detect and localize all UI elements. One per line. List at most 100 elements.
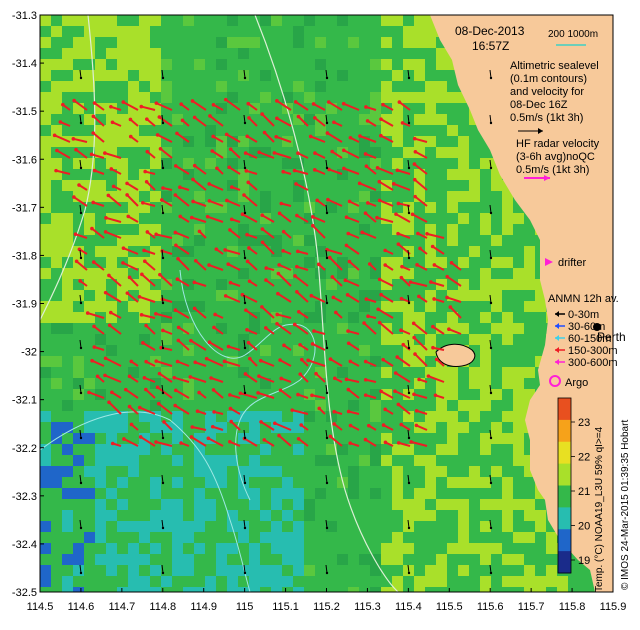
radar-arrow [381, 423, 394, 431]
radar-arrow [247, 116, 258, 127]
radar-arrow [125, 193, 139, 207]
radar-arrow [426, 374, 445, 383]
radar-arrow [178, 185, 190, 191]
lat-tick-label: -32.2 [12, 443, 37, 455]
radar-arrow [122, 437, 139, 447]
radar-arrow [342, 166, 360, 175]
lon-tick-label: 115.6 [477, 601, 504, 613]
radar-arrow [121, 246, 139, 255]
radar-arrow [306, 358, 326, 367]
radar-arrow [411, 321, 428, 335]
radar-arrow [55, 148, 71, 159]
radar-arrow [358, 134, 377, 143]
radar-arrow [260, 213, 275, 223]
radar-arrow [309, 293, 326, 303]
radar-arrow [158, 272, 173, 287]
radar-arrow [357, 181, 377, 191]
radar-arrow [110, 390, 122, 399]
radar-arrow [74, 147, 88, 159]
radar-arrow [137, 294, 156, 303]
radar-arrow [256, 391, 275, 399]
radar-arrow [72, 98, 88, 111]
radar-arrow [413, 352, 428, 367]
sealevel-arrow [489, 384, 493, 395]
radar-arrow [332, 422, 343, 431]
radar-arrow [226, 344, 241, 351]
radar-arrow [409, 440, 428, 447]
radar-arrow [206, 436, 224, 447]
isobath-1000m [254, 15, 399, 592]
radar-arrow [259, 420, 275, 431]
radar-arrow [191, 199, 207, 207]
radar-arrow [77, 183, 88, 191]
arrow-icon [555, 311, 565, 317]
colorbar-tick: 20 [578, 521, 590, 533]
radar-arrow [107, 323, 122, 335]
radar-arrow [229, 217, 241, 223]
radar-arrow [447, 327, 462, 335]
sealevel-arrow [79, 474, 83, 485]
radar-arrow [176, 325, 190, 335]
sealevel-contour [179, 269, 316, 501]
radar-arrow [129, 422, 139, 431]
sealevel-arrow [325, 114, 329, 125]
lon-tick-label: 115.9 [600, 601, 627, 613]
sealevel-arrow [79, 429, 83, 440]
sealevel-arrow [161, 249, 165, 260]
radar-arrow [363, 359, 377, 367]
radar-arrow [400, 264, 411, 271]
radar-arrow [364, 164, 377, 175]
radar-arrow [240, 212, 258, 223]
sealevel-arrow [161, 69, 165, 80]
radar-arrow [173, 308, 190, 319]
radar-arrow [399, 275, 411, 287]
radar-arrow [264, 278, 275, 287]
radar-arrow [363, 152, 377, 159]
sealevel-arrow [161, 474, 165, 485]
radar-arrow [140, 272, 156, 287]
radar-arrow [145, 117, 156, 127]
radar-arrow [245, 134, 258, 143]
radar-arrow [296, 392, 309, 399]
radar-arrow [178, 214, 190, 223]
radar-arrow [364, 105, 377, 111]
sealevel-arrow [489, 429, 493, 440]
radar-arrow [258, 358, 275, 367]
radar-arrow [414, 423, 428, 431]
radar-arrow [381, 102, 394, 111]
radar-arrow [208, 114, 224, 127]
radar-arrow [366, 201, 377, 207]
radar-arrow [326, 197, 343, 207]
sealevel-arrow [407, 204, 411, 215]
radar-arrow [381, 357, 394, 367]
radar-arrow [87, 390, 105, 399]
radar-arrow [326, 100, 343, 111]
isobath-200m [40, 15, 96, 321]
argo-legend: Argo [549, 375, 588, 389]
lat-tick-label: -31.3 [12, 10, 37, 22]
radar-arrow [296, 114, 309, 127]
radar-arrow [362, 321, 377, 335]
radar-arrow [103, 290, 122, 303]
radar-arrow [311, 102, 326, 111]
radar-arrow [248, 356, 258, 367]
radar-arrow [242, 193, 258, 207]
sealevel-arrow [243, 429, 247, 440]
radar-arrow [295, 213, 309, 223]
sealevel-arrow [161, 384, 165, 395]
radar-arrow [189, 338, 207, 351]
radar-arrow [363, 437, 377, 447]
radar-arrow [262, 438, 275, 447]
radar-arrow [92, 101, 105, 111]
radar-arrow [140, 200, 156, 207]
radar-arrow [412, 162, 428, 175]
radar-arrow [103, 373, 122, 383]
latitude-axis: -31.3 -31.4 -31.5 -31.6 -31.7 -31.8 -31.9 -32 -3… [12, 10, 44, 599]
radar-arrow [396, 441, 411, 447]
radar-arrow [379, 292, 394, 303]
radar-arrow [317, 406, 326, 415]
lat-tick-label: -31.7 [12, 202, 37, 214]
lon-tick-label: 115.1 [272, 601, 299, 613]
radar-arrow [383, 263, 394, 271]
radar-arrow [277, 263, 292, 271]
